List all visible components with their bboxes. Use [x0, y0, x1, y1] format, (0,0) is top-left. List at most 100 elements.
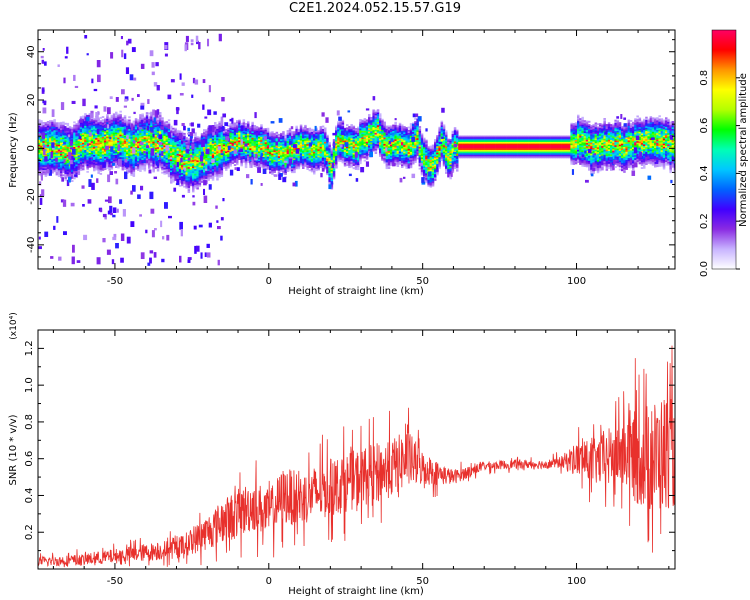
heatmap-cell — [328, 175, 331, 178]
heatmap-cell — [354, 132, 358, 135]
heatmap-cell — [242, 136, 246, 139]
heatmap-cell — [145, 157, 149, 159]
heatmap-cell — [148, 147, 151, 150]
heatmap-cell — [187, 187, 191, 190]
heatmap-cell — [134, 129, 138, 132]
heatmap-cell — [82, 166, 85, 169]
heatmap-cell — [304, 129, 307, 132]
heatmap-cell — [280, 142, 283, 145]
heatmap-cell — [95, 160, 98, 163]
heatmap-cell — [183, 152, 186, 154]
heatmap-cell — [117, 115, 120, 118]
heatmap-cell — [189, 158, 193, 161]
heatmap-cell — [154, 139, 158, 142]
heatmap-cell — [203, 175, 206, 178]
heatmap-cell — [229, 126, 232, 129]
heatmap-cell — [211, 138, 215, 141]
heatmap-cell — [143, 116, 147, 119]
heatmap-cell — [51, 139, 54, 142]
heatmap-cell — [222, 135, 226, 137]
heatmap-cell — [112, 127, 116, 130]
heatmap-cell — [396, 139, 400, 142]
heatmap-cell — [106, 130, 109, 133]
heatmap-cell — [365, 129, 369, 131]
heatmap-cell — [297, 140, 301, 142]
heatmap-cell — [148, 163, 151, 166]
heatmap-cell — [383, 150, 386, 153]
heatmap-cell — [154, 149, 158, 152]
heatmap-cell — [165, 135, 169, 138]
heatmap-cell — [88, 148, 92, 151]
heatmap-cell — [269, 170, 272, 172]
heatmap-cell — [88, 124, 92, 127]
heatmap-cell — [181, 147, 184, 150]
heatmap-cell — [143, 121, 147, 124]
heatmap-cell — [49, 150, 52, 153]
heatmap-cell — [159, 118, 162, 121]
heatmap-cell — [198, 138, 202, 141]
heatmap-cell — [297, 157, 301, 160]
heatmap-cell — [299, 139, 303, 141]
heatmap-cell — [227, 142, 230, 145]
heatmap-cell — [308, 130, 312, 133]
heatmap-cell — [385, 154, 389, 157]
heatmap-cell — [374, 145, 378, 148]
heatmap-cell — [258, 159, 261, 162]
heatmap-cell — [401, 162, 404, 165]
heatmap-cell — [383, 145, 386, 148]
heatmap-cell — [390, 125, 393, 128]
heatmap-cell — [42, 163, 45, 166]
heatmap-cell — [302, 146, 305, 149]
heatmap-cell — [302, 135, 305, 137]
heatmap-cell — [247, 157, 250, 160]
heatmap-cell — [46, 167, 50, 170]
heatmap-cell — [99, 153, 103, 156]
heatmap-cell — [203, 164, 206, 167]
heatmap-cell — [295, 160, 298, 163]
heatmap-cell — [304, 145, 307, 148]
heatmap-cell — [42, 170, 45, 172]
heatmap-cell — [128, 133, 131, 136]
heatmap-cell — [394, 145, 397, 148]
heatmap-cell — [101, 122, 105, 125]
heatmap-cell — [196, 171, 199, 174]
heatmap-cell — [313, 169, 316, 172]
heatmap-cell — [71, 132, 74, 134]
heatmap-cell — [390, 130, 393, 133]
heatmap-cell — [79, 143, 83, 146]
heatmap-cell — [71, 136, 74, 139]
heatmap-cell — [330, 150, 334, 153]
heatmap-cell — [365, 141, 369, 144]
heatmap-cell — [88, 125, 92, 128]
heatmap-cell — [392, 142, 395, 145]
heatmap-cell — [335, 152, 338, 155]
heatmap-cell — [139, 130, 142, 132]
heatmap-cell — [196, 178, 199, 180]
heatmap-cell — [174, 129, 177, 132]
heatmap-cell — [218, 135, 221, 138]
heatmap-cell — [49, 152, 52, 154]
heatmap-cell — [123, 120, 127, 122]
heatmap-cell — [209, 154, 213, 157]
heatmap-cell — [192, 182, 195, 185]
heatmap-cell — [134, 158, 138, 161]
heatmap-cell — [117, 139, 120, 142]
heatmap-cell — [117, 126, 120, 129]
heatmap-cell — [381, 146, 384, 148]
heatmap-cell — [315, 166, 318, 168]
heatmap-cell — [229, 155, 232, 157]
heatmap-cell — [161, 125, 164, 128]
heatmap-cell — [361, 153, 364, 156]
heatmap-cell — [211, 162, 215, 165]
heatmap-cell — [165, 153, 169, 156]
heatmap-cell — [62, 126, 65, 129]
heatmap-cell — [75, 166, 78, 169]
heatmap-cell — [194, 141, 197, 144]
heatmap-cell — [90, 133, 94, 136]
heatmap-cell — [130, 122, 133, 125]
heatmap-cell — [277, 151, 281, 154]
heatmap-cell — [319, 138, 323, 141]
heatmap-cell — [115, 153, 118, 156]
heatmap-cell — [40, 120, 43, 122]
heatmap-cell — [282, 147, 285, 149]
